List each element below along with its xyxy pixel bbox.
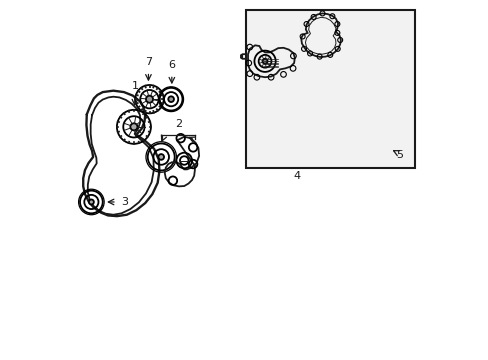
- Text: 2: 2: [175, 118, 182, 129]
- Text: 7: 7: [144, 57, 152, 67]
- Text: 1: 1: [131, 81, 138, 91]
- Circle shape: [130, 123, 137, 130]
- Text: 3: 3: [121, 197, 128, 207]
- Text: 6: 6: [168, 60, 175, 70]
- Bar: [246, 10, 414, 168]
- Text: 5: 5: [395, 150, 403, 160]
- Circle shape: [89, 199, 94, 204]
- Circle shape: [168, 96, 174, 102]
- Text: 4: 4: [293, 171, 300, 181]
- Circle shape: [262, 59, 267, 64]
- Circle shape: [145, 96, 153, 103]
- Circle shape: [158, 154, 163, 160]
